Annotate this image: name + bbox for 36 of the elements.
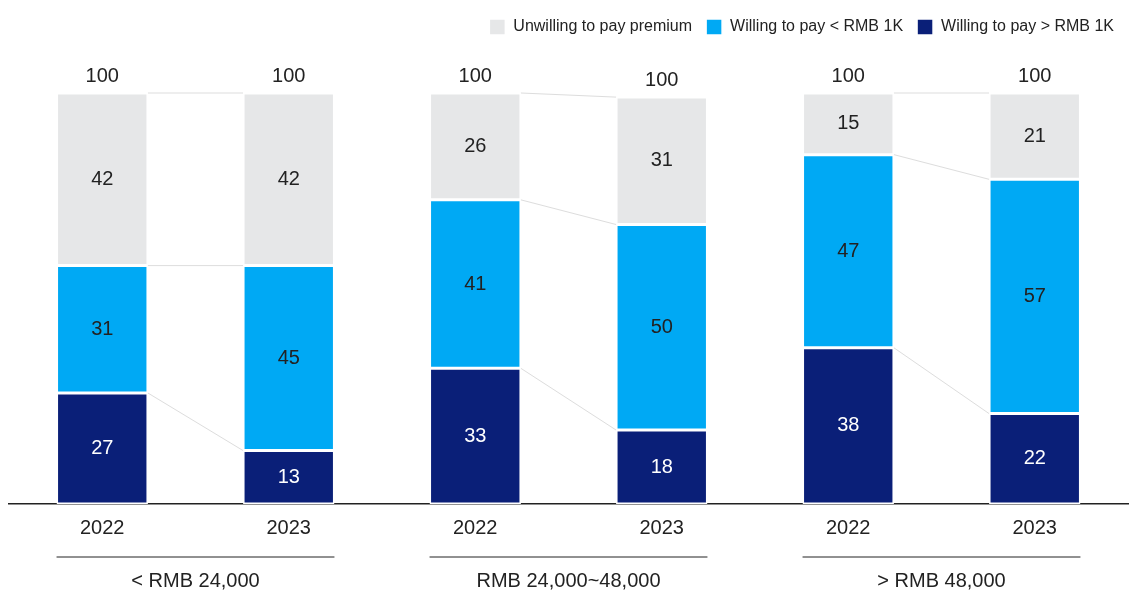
total-label: 100 <box>272 63 306 86</box>
data-label: 27 <box>91 436 114 459</box>
data-label: 41 <box>464 271 487 294</box>
data-label: 31 <box>650 148 673 171</box>
x-tick-label: 2023 <box>639 515 684 538</box>
total-label: 100 <box>1018 63 1052 86</box>
x-tick-label: 2022 <box>826 515 871 538</box>
legend-label: Unwilling to pay premium <box>513 17 693 35</box>
total-label: 100 <box>645 67 679 90</box>
data-label: 47 <box>837 238 860 261</box>
data-label: 50 <box>650 314 673 337</box>
x-tick-label: 2022 <box>80 515 125 538</box>
data-label: 45 <box>277 345 300 368</box>
data-label: 42 <box>91 166 114 189</box>
x-tick-label: 2023 <box>1012 515 1057 538</box>
data-label: 57 <box>1023 283 1046 306</box>
x-tick-label: 2022 <box>453 515 498 538</box>
data-label: 42 <box>277 166 300 189</box>
data-label: 38 <box>837 413 860 436</box>
data-label: 15 <box>837 111 860 134</box>
text: RMB 24,000~48,000 <box>476 568 661 591</box>
data-label: 22 <box>1023 446 1046 469</box>
data-label: 21 <box>1023 123 1046 146</box>
total-label: 100 <box>458 63 492 86</box>
text: < RMB 24,000 <box>131 568 260 591</box>
data-label: 33 <box>464 423 487 446</box>
text: > RMB 48,000 <box>877 568 1006 591</box>
data-label: 31 <box>91 316 114 339</box>
x-tick-label: 2023 <box>266 515 311 538</box>
legend-label: Willing to pay > RMB 1K <box>941 17 1115 35</box>
data-label: 26 <box>464 133 487 156</box>
data-label: 13 <box>277 464 300 487</box>
data-label: 18 <box>650 454 673 477</box>
total-label: 100 <box>831 63 865 86</box>
total-label: 100 <box>85 63 119 86</box>
legend-label: Willing to pay < RMB 1K <box>730 17 904 35</box>
